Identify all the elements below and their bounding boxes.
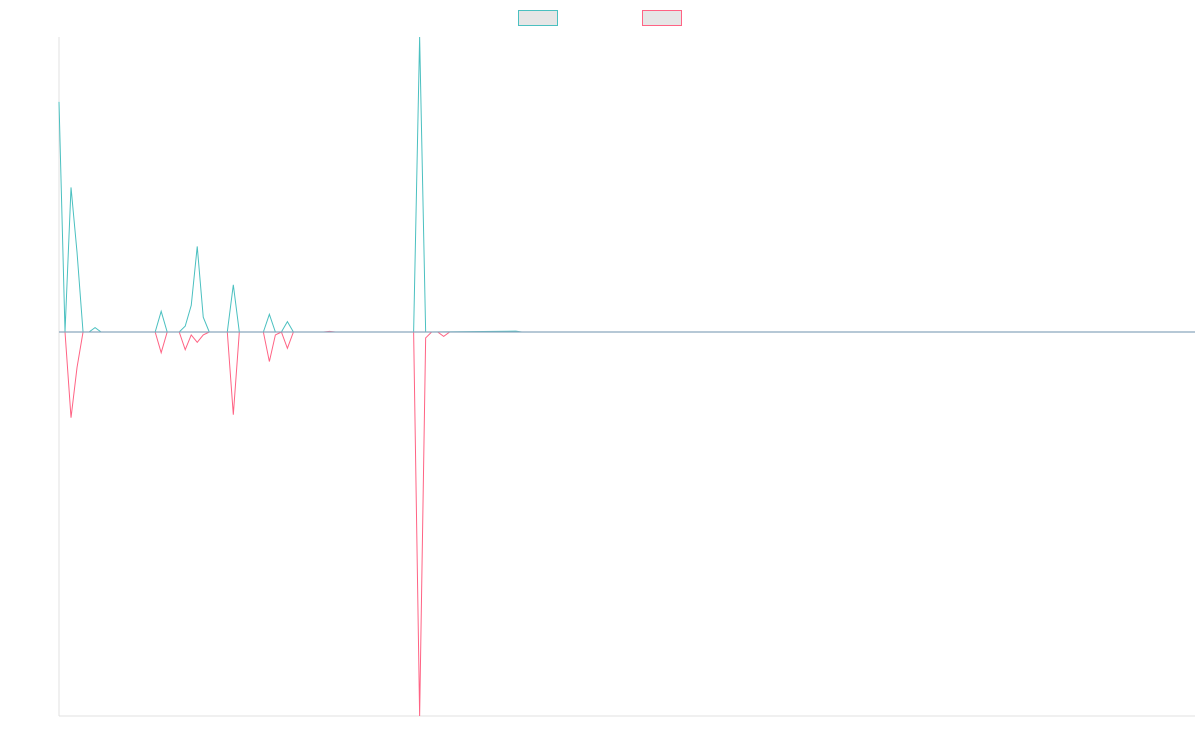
- legend-swatch-series-1: [518, 10, 558, 26]
- series-line-2: [59, 330, 1195, 717]
- legend-item-series-2[interactable]: [642, 9, 682, 27]
- legend-item-series-1[interactable]: [518, 9, 558, 27]
- legend: [0, 9, 1200, 27]
- series-line-1: [58, 36, 1195, 333]
- legend-swatch-series-2: [642, 10, 682, 26]
